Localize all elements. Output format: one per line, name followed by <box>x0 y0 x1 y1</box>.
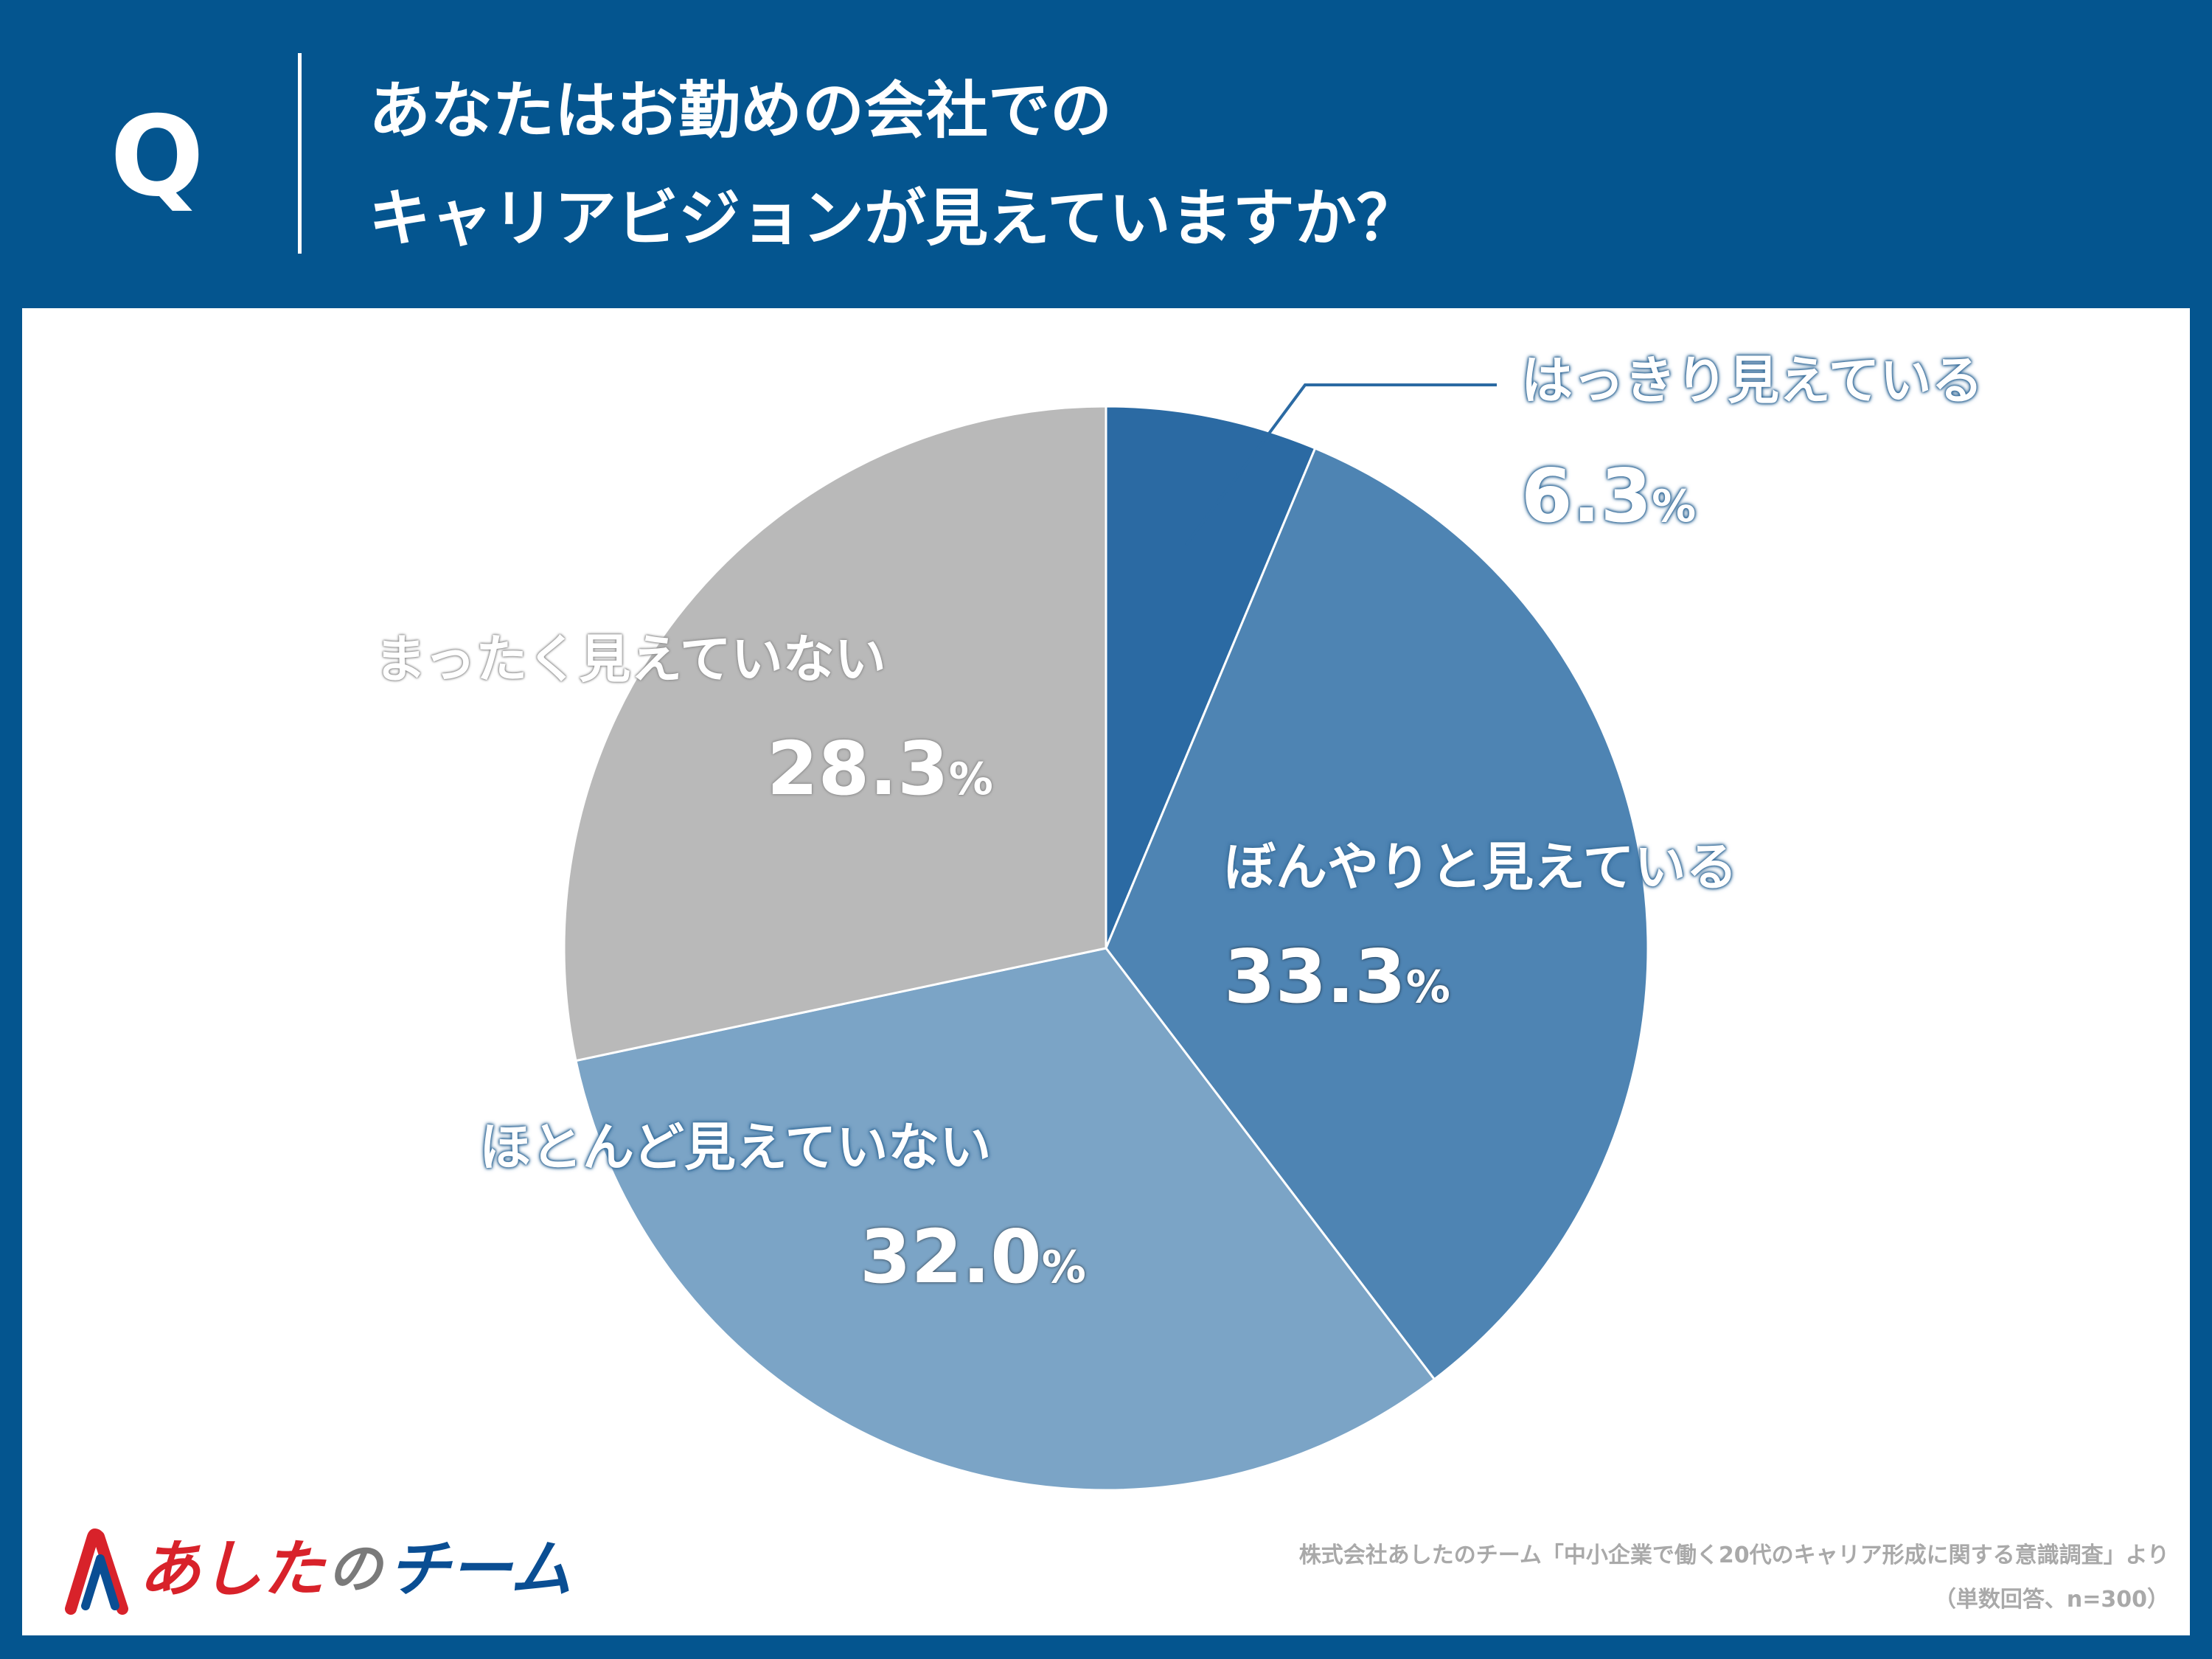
header-divider <box>298 53 302 254</box>
slice-value-vague-number: 33.3 <box>1224 933 1406 1020</box>
q-mark: Q <box>110 93 204 221</box>
slice-label-not-at-all: まったく見えていない <box>375 629 886 689</box>
slice-value-clear: 6.3% <box>1521 456 1696 547</box>
slice-value-not-at-all: 28.3% <box>767 728 993 820</box>
slice-label-hardly: ほとんど見えていない <box>479 1117 992 1178</box>
slice-label-vague: ぼんやりと見えている <box>1224 837 1738 897</box>
slice-value-not-at-all-number: 28.3 <box>767 726 949 812</box>
leader-line <box>1184 383 1497 546</box>
question-line-2: キャリアビジョンが見えていますか？ <box>369 182 1419 254</box>
slice-value-clear-unit: % <box>1652 481 1697 532</box>
slice-label-clear: はっきり見えている <box>1521 350 1983 411</box>
slice-value-hardly: 32.0% <box>860 1217 1086 1308</box>
slice-value-not-at-all-unit: % <box>948 754 993 805</box>
logo-text-team: チーム <box>388 1533 572 1605</box>
sample-note: （単数回答、n=300） <box>1933 1587 2169 1613</box>
slice-value-hardly-number: 32.0 <box>860 1214 1042 1300</box>
logo-text-no: の <box>327 1537 382 1601</box>
pie-slice-clear <box>1105 405 1317 949</box>
slice-value-vague: 33.3% <box>1224 936 1450 1028</box>
pie-slice-hardly <box>574 947 1436 1492</box>
slice-value-hardly-unit: % <box>1041 1242 1086 1293</box>
source-note: 株式会社あしたのチーム「中小企業で働く20代のキャリア形成に関する意識調査」より <box>1298 1543 2169 1568</box>
question-header: Q あなたはお勤めの会社での キャリアビジョンが見えていますか？ <box>0 0 2212 308</box>
pie-chart <box>563 383 1649 1492</box>
question-line-1: あなたはお勤めの会社での <box>369 74 1113 147</box>
slice-value-clear-number: 6.3 <box>1521 453 1652 539</box>
slice-value-vague-unit: % <box>1405 961 1450 1013</box>
pie-slice-vague <box>1105 446 1649 1381</box>
chart-panel: はっきり見えている 6.3% ぼんやりと見えている 33.3% ほとんど見えてい… <box>22 308 2190 1635</box>
pie-slice-not-at-all <box>563 405 1107 1062</box>
logo-text-ashita: あした <box>139 1533 325 1605</box>
logo-mark-icon <box>65 1528 128 1615</box>
